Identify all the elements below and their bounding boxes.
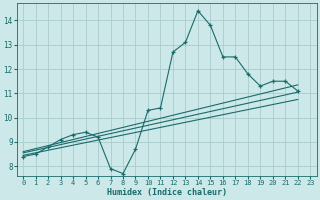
X-axis label: Humidex (Indice chaleur): Humidex (Indice chaleur) bbox=[107, 188, 227, 197]
